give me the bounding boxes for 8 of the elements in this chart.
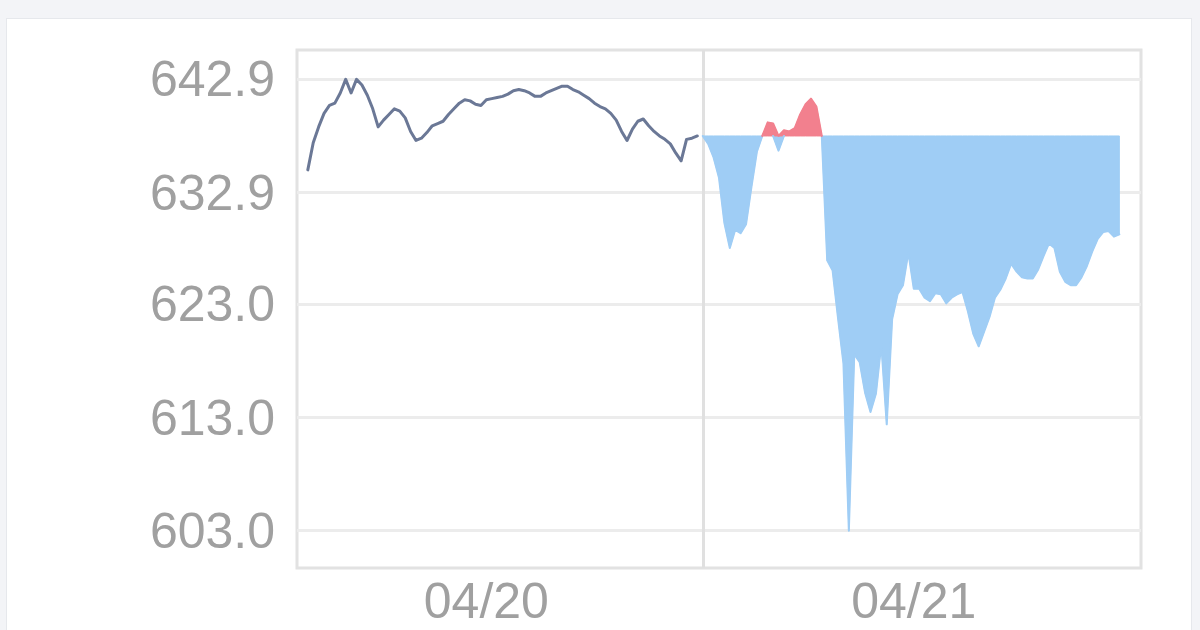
x-tick-label: 04/21 bbox=[851, 573, 977, 629]
line-series bbox=[306, 77, 699, 172]
y-tick-label: 632.9 bbox=[149, 164, 275, 221]
y-tick-label: 642.9 bbox=[149, 51, 275, 108]
x-tick-label: 04/20 bbox=[423, 573, 549, 629]
y-tick-label: 623.0 bbox=[149, 276, 275, 333]
y-tick-label: 613.0 bbox=[149, 389, 275, 446]
y-tick-label: 603.0 bbox=[149, 502, 275, 559]
